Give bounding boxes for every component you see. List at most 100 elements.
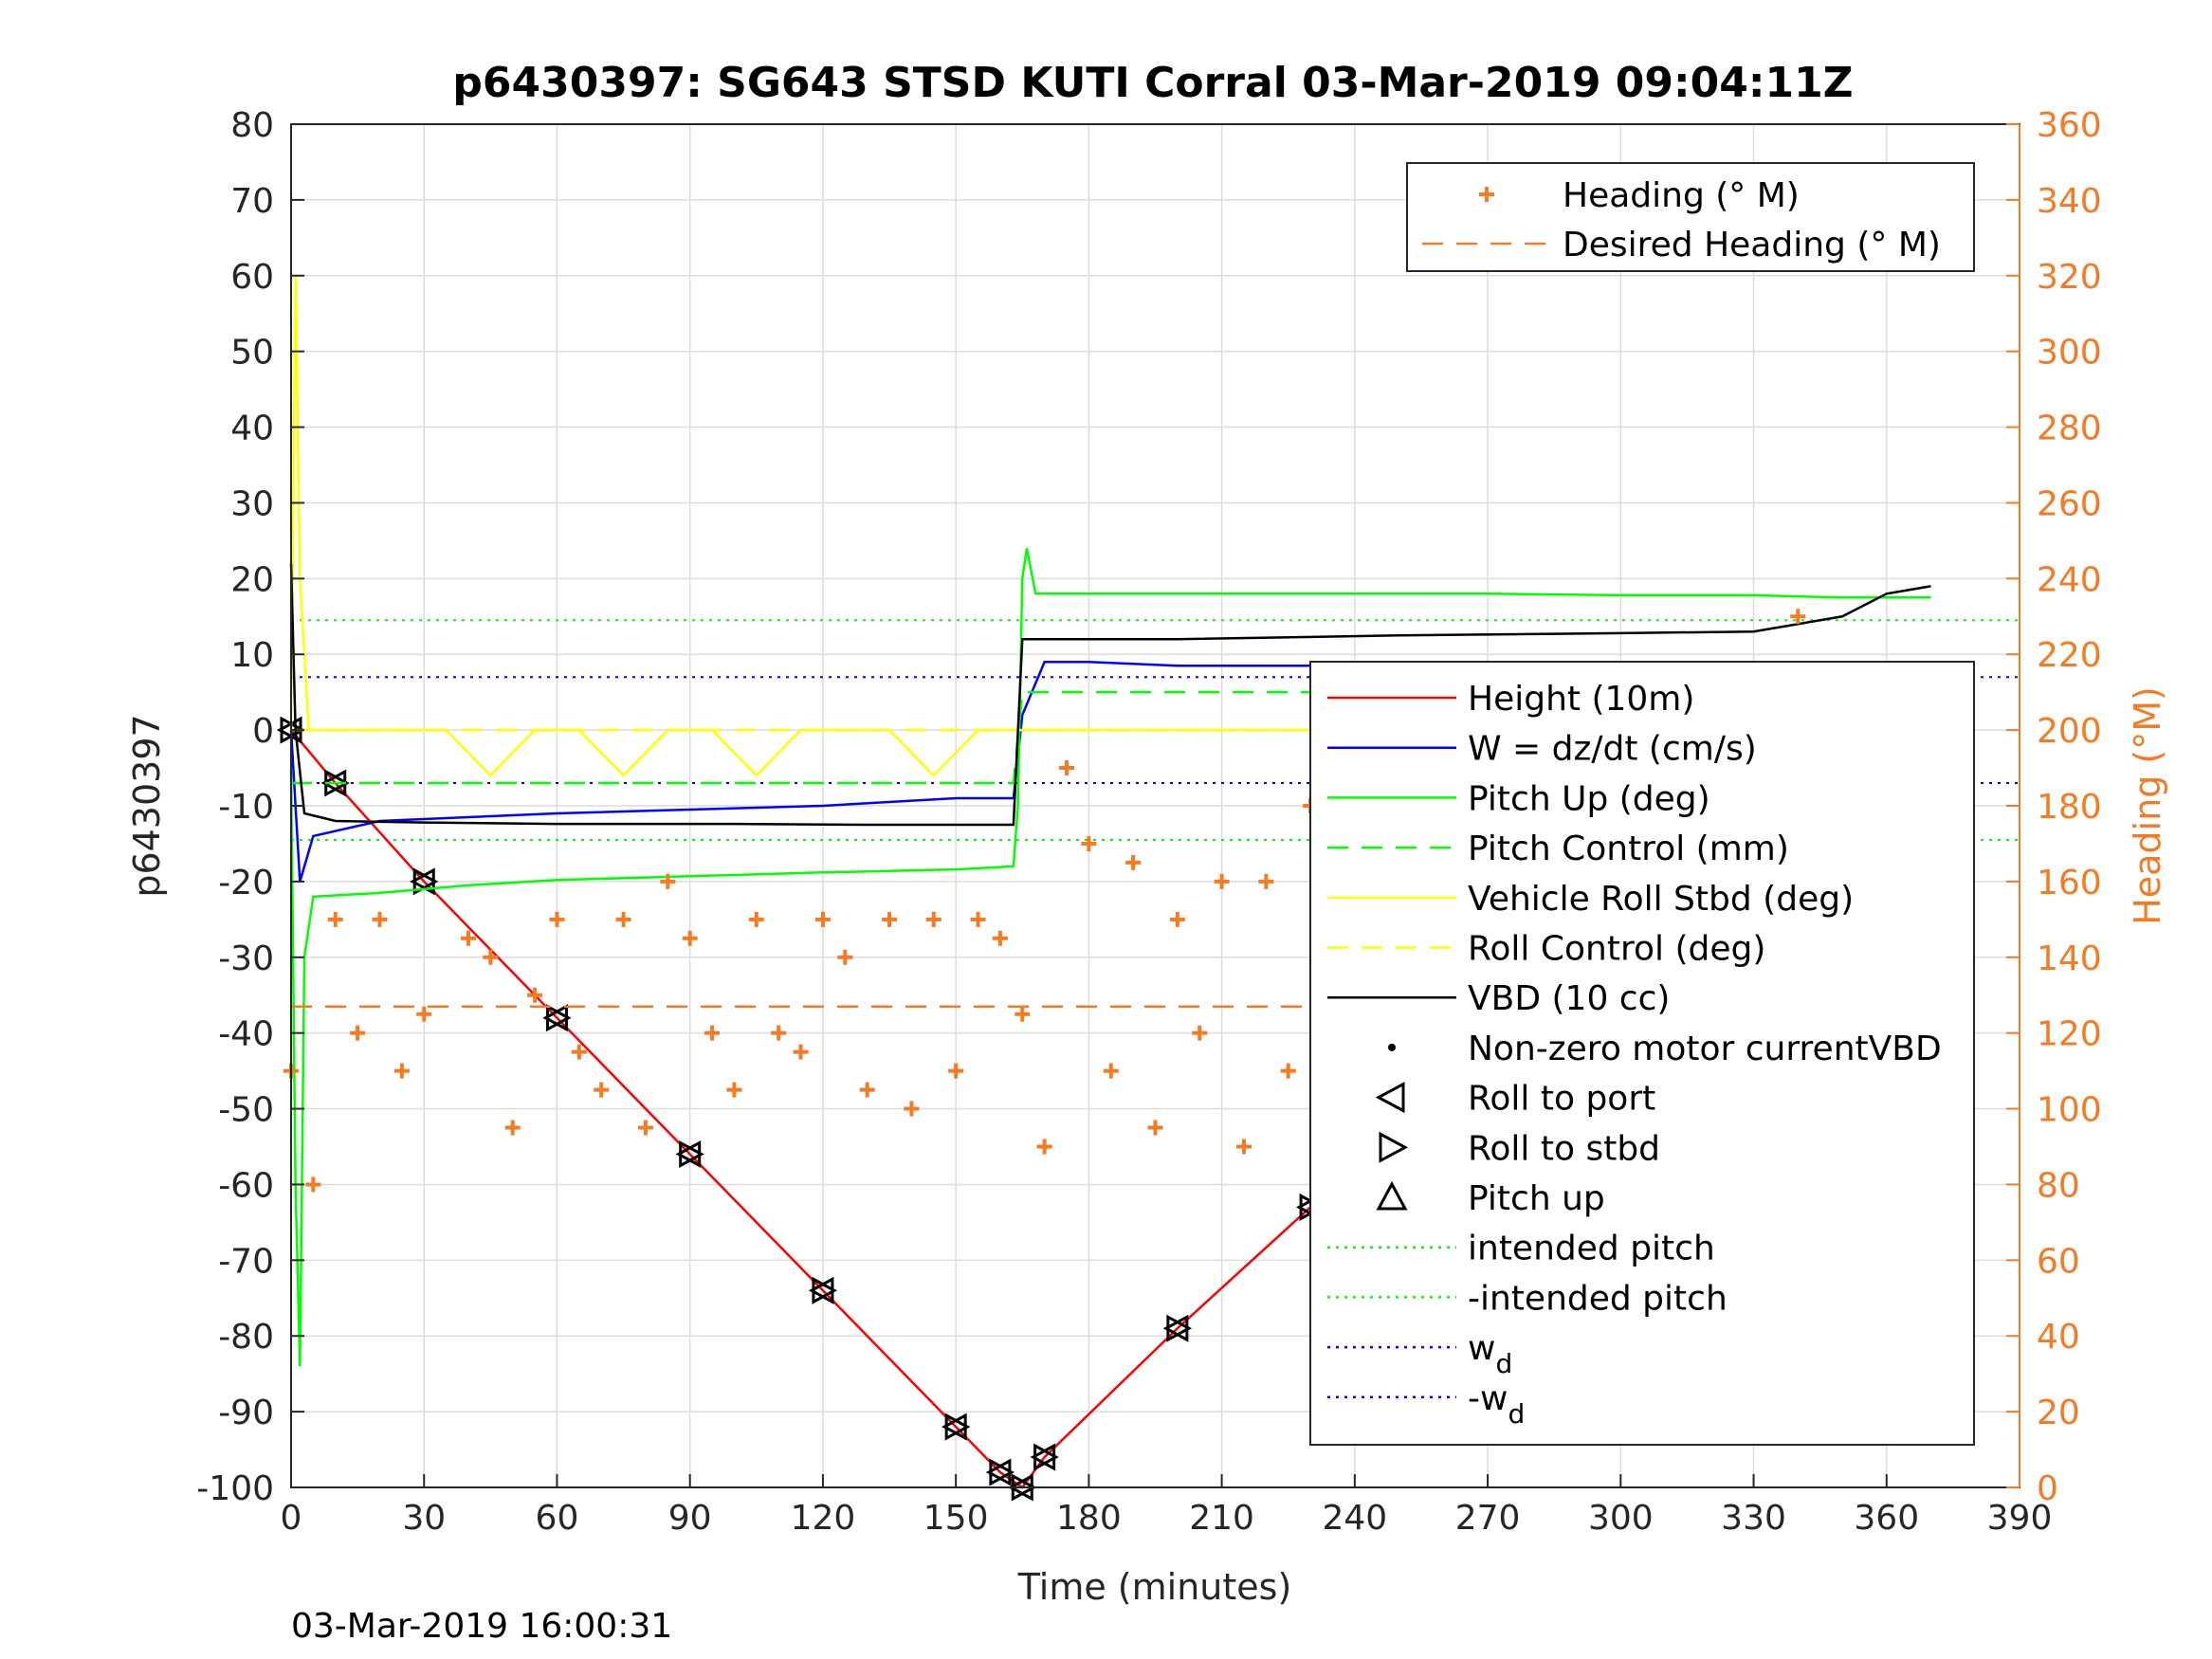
legend-label-text: -w xyxy=(1468,1379,1508,1418)
heading-point xyxy=(1790,609,1806,625)
x-tick-label: 360 xyxy=(1854,1499,1919,1538)
legend-label-text: VBD (10 cc) xyxy=(1468,979,1670,1018)
x-tick-label: 210 xyxy=(1189,1499,1254,1538)
y-axis-right: 3603403203002802602402202001801601401201… xyxy=(2006,106,2102,1508)
legend-label: Roll to port xyxy=(1468,1080,1655,1119)
heading-point xyxy=(660,873,676,889)
heading-point xyxy=(682,930,698,946)
roll-to-stbd-marker xyxy=(812,1276,838,1304)
y-right-tick-label: 60 xyxy=(2037,1242,2080,1281)
y-tick-label: -70 xyxy=(218,1242,274,1281)
heading-point xyxy=(637,1120,653,1136)
series-pitch-up-deg xyxy=(289,548,1931,1367)
heading-point xyxy=(771,1025,787,1041)
y-tick-label: -80 xyxy=(218,1318,274,1357)
legend-label-text: Pitch up xyxy=(1468,1179,1605,1218)
heading-point xyxy=(1169,911,1185,927)
legend-label-text: Pitch Up (deg) xyxy=(1468,779,1710,818)
legend-label-text: Pitch Control (mm) xyxy=(1468,830,1789,868)
y-right-tick-label: 220 xyxy=(2037,636,2102,675)
legend-main: Height (10m) W = dz/dt (cm/s) Pitch Up (de… xyxy=(1309,661,1975,1446)
y-tick-label: -50 xyxy=(218,1091,274,1130)
y-right-tick-label: 200 xyxy=(2037,712,2102,751)
y-axis-right-label: Heading (°M) xyxy=(2127,686,2168,925)
legend-label: Pitch up xyxy=(1468,1179,1605,1218)
heading-point xyxy=(1258,873,1274,889)
heading-point xyxy=(571,1044,587,1060)
y-right-tick-label: 120 xyxy=(2037,1015,2102,1054)
heading-point xyxy=(948,1063,964,1079)
legend-label-text: Vehicle Roll Stbd (deg) xyxy=(1468,880,1854,919)
legend-label: Desired Heading (° M) xyxy=(1563,226,1941,264)
heading-point xyxy=(1103,1063,1119,1079)
x-tick-label: 390 xyxy=(1987,1499,2053,1538)
roll-to-stbd-marker xyxy=(944,1413,971,1441)
x-tick-label: 300 xyxy=(1588,1499,1654,1538)
heading-point xyxy=(748,911,764,927)
heading-point xyxy=(882,911,898,927)
legend-symbol xyxy=(1479,187,1494,202)
chart-title: p6430397: SG643 STSD KUTI Corral 03-Mar-… xyxy=(452,59,1853,107)
heading-point xyxy=(1192,1025,1208,1041)
heading-point xyxy=(793,1044,809,1060)
legend-label-text: Roll to port xyxy=(1468,1080,1655,1119)
y-right-tick-label: 340 xyxy=(2037,182,2102,221)
heading-point xyxy=(1059,760,1075,776)
heading-point xyxy=(393,1063,410,1079)
x-tick-label: 30 xyxy=(402,1499,446,1538)
roll-to-stbd-marker xyxy=(1033,1443,1059,1471)
legend-label: -intended pitch xyxy=(1468,1279,1728,1318)
legend-symbol xyxy=(1388,1043,1396,1051)
x-axis-label: Time (minutes) xyxy=(1017,1566,1292,1608)
y-right-tick-label: 100 xyxy=(2037,1091,2102,1130)
heading-point xyxy=(416,1006,432,1022)
legend-symbol xyxy=(1379,1131,1409,1163)
legend-label: Height (10m) xyxy=(1468,680,1694,719)
roll-to-stbd-marker xyxy=(989,1458,1015,1486)
y-tick-label: -40 xyxy=(218,1015,274,1054)
heading-point xyxy=(549,911,565,927)
legend-label-text: Height (10m) xyxy=(1468,680,1694,719)
y-axis-label: p6430397 xyxy=(126,714,168,897)
heading-point xyxy=(837,949,853,965)
series-vbd-10-cc xyxy=(289,563,1931,827)
heading-point xyxy=(859,1082,875,1098)
y-tick-label: -10 xyxy=(218,788,274,827)
heading-point xyxy=(305,1176,321,1193)
y-tick-label: -30 xyxy=(218,939,274,978)
heading-point xyxy=(504,1120,521,1136)
heading-point xyxy=(925,911,941,927)
heading-point xyxy=(372,911,388,927)
heading-point xyxy=(1147,1120,1163,1136)
legend-heading: Heading (° M) Desired Heading (° M) xyxy=(1406,162,1975,272)
legend-label: Non-zero motor currentVBD xyxy=(1468,1030,1942,1068)
y-tick-label: 70 xyxy=(230,182,274,221)
legend-label-subscript: d xyxy=(1495,1348,1512,1379)
legend-label-text: w xyxy=(1468,1329,1495,1368)
y-tick-label: 40 xyxy=(230,410,274,448)
y-axis-left: 80 70 60 50 40 30 20 10 0 -10 -20 -30 -40 -50 -60 -70 -8… xyxy=(196,106,304,1508)
x-tick-label: 60 xyxy=(536,1499,579,1538)
legend-label: Roll Control (deg) xyxy=(1468,930,1765,969)
legend-label: wd xyxy=(1468,1329,1512,1379)
heading-point xyxy=(350,1025,366,1041)
legend-label-text: intended pitch xyxy=(1468,1230,1715,1268)
legend-main-box xyxy=(1309,661,1975,1446)
heading-point xyxy=(1081,835,1097,851)
x-tick-label: 270 xyxy=(1455,1499,1521,1538)
y-tick-label: 80 xyxy=(230,106,274,145)
heading-point xyxy=(970,911,986,927)
y-tick-label: 10 xyxy=(230,636,274,675)
y-right-tick-label: 140 xyxy=(2037,939,2102,978)
y-tick-label: -20 xyxy=(218,864,274,902)
legend-label: Heading (° M) xyxy=(1563,176,1800,215)
y-right-tick-label: 40 xyxy=(2037,1318,2080,1357)
y-right-tick-label: 360 xyxy=(2037,106,2102,145)
legend-label: -wd xyxy=(1468,1379,1525,1430)
legend-symbol xyxy=(1376,1180,1408,1211)
footer-timestamp: 03-Mar-2019 16:00:31 xyxy=(291,1607,672,1646)
heading-point xyxy=(594,1082,610,1098)
y-right-tick-label: 320 xyxy=(2037,258,2102,297)
y-tick-label: -60 xyxy=(218,1166,274,1205)
y-right-tick-label: 80 xyxy=(2037,1166,2080,1205)
